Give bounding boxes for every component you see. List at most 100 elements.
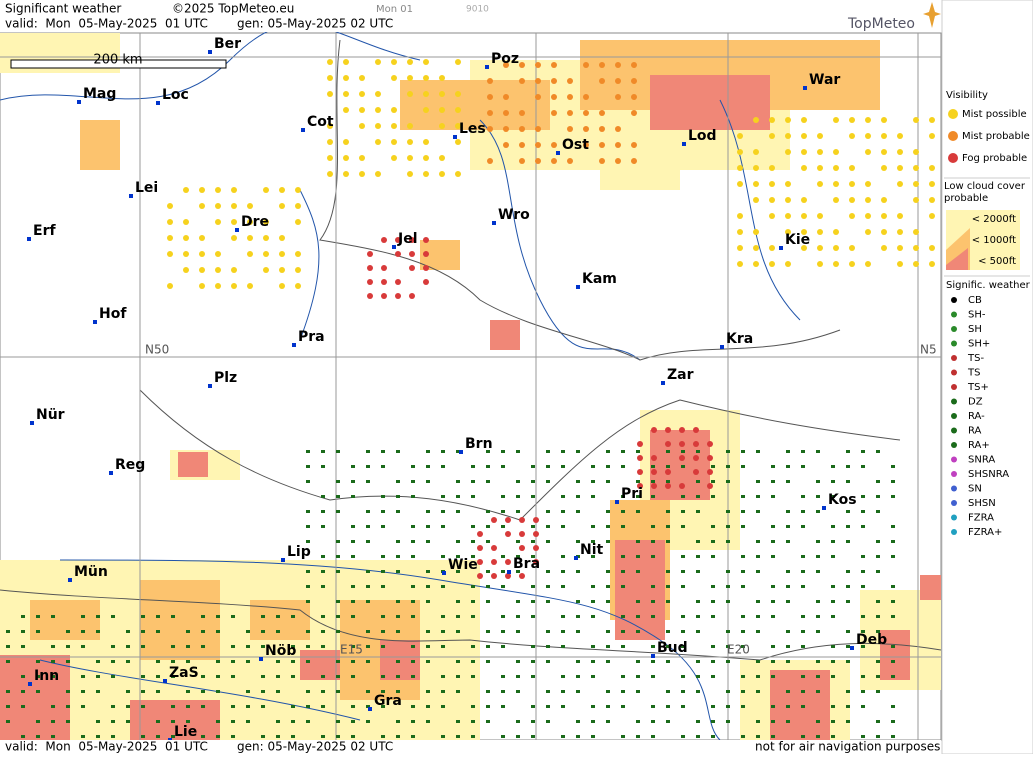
area	[650, 75, 770, 130]
symbol	[487, 110, 493, 116]
legend-item: TS	[967, 368, 980, 379]
drizzle-symbol	[516, 690, 520, 693]
drizzle-symbol	[771, 720, 775, 723]
drizzle-symbol	[36, 630, 40, 633]
drizzle-symbol	[21, 675, 25, 678]
drizzle-symbol	[291, 675, 295, 678]
river	[299, 189, 320, 341]
symbol	[849, 181, 855, 187]
drizzle-symbol	[681, 555, 685, 558]
symbol	[679, 455, 685, 461]
drizzle-symbol	[636, 615, 640, 618]
drizzle-symbol	[366, 480, 370, 483]
drizzle-symbol	[426, 525, 430, 528]
city-marker	[93, 320, 97, 324]
drizzle-symbol	[141, 735, 145, 738]
legend-item: RA-	[968, 411, 985, 422]
drizzle-symbol	[696, 660, 700, 663]
drizzle-symbol	[456, 675, 460, 678]
symbol	[769, 261, 775, 267]
city-label: Les	[459, 121, 486, 137]
symbol	[263, 219, 269, 225]
legend-item: SH	[968, 324, 982, 335]
symbol	[737, 229, 743, 235]
drizzle-symbol	[411, 540, 415, 543]
drizzle-symbol	[546, 570, 550, 573]
symbol	[505, 517, 511, 523]
symbol	[665, 469, 671, 475]
city-label: Nöb	[265, 643, 296, 659]
symbol	[375, 171, 381, 177]
symbol	[409, 293, 415, 299]
symbol	[199, 187, 205, 193]
symbol	[833, 197, 839, 203]
drizzle-symbol	[366, 690, 370, 693]
drizzle-symbol	[471, 705, 475, 708]
drizzle-symbol	[441, 705, 445, 708]
drizzle-symbol	[81, 630, 85, 633]
drizzle-symbol	[336, 630, 340, 633]
drizzle-symbol	[441, 510, 445, 513]
drizzle-symbol	[411, 645, 415, 648]
drizzle-symbol	[531, 735, 535, 738]
drizzle-symbol	[501, 450, 505, 453]
drizzle-symbol	[546, 630, 550, 633]
drizzle-symbol	[351, 585, 355, 588]
legend-item: SNRA	[968, 455, 995, 466]
drizzle-symbol	[741, 570, 745, 573]
drizzle-symbol	[441, 615, 445, 618]
drizzle-symbol	[336, 660, 340, 663]
symbol	[423, 59, 429, 65]
city-label: Wie	[448, 557, 478, 573]
drizzle-symbol	[621, 630, 625, 633]
drizzle-symbol	[846, 705, 850, 708]
drizzle-symbol	[621, 495, 625, 498]
city-marker	[682, 142, 686, 146]
drizzle-symbol	[426, 585, 430, 588]
drizzle-symbol	[66, 645, 70, 648]
drizzle-symbol	[516, 675, 520, 678]
drizzle-symbol	[546, 450, 550, 453]
drizzle-symbol	[831, 705, 835, 708]
symbol	[551, 78, 557, 84]
drizzle-symbol	[681, 585, 685, 588]
city-label: Wro	[498, 207, 530, 223]
drizzle-symbol	[621, 555, 625, 558]
drizzle-symbol	[36, 675, 40, 678]
drizzle-symbol	[876, 495, 880, 498]
drizzle-symbol	[711, 585, 715, 588]
drizzle-symbol	[756, 690, 760, 693]
drizzle-symbol	[696, 615, 700, 618]
drizzle-symbol	[366, 450, 370, 453]
drizzle-symbol	[861, 585, 865, 588]
legend-swatch	[951, 442, 957, 448]
symbol	[199, 203, 205, 209]
symbol	[199, 283, 205, 289]
drizzle-symbol	[636, 555, 640, 558]
drizzle-symbol	[456, 450, 460, 453]
drizzle-symbol	[471, 720, 475, 723]
drizzle-symbol	[366, 525, 370, 528]
drizzle-symbol	[606, 510, 610, 513]
city-marker	[368, 707, 372, 711]
drizzle-symbol	[846, 645, 850, 648]
drizzle-symbol	[306, 690, 310, 693]
drizzle-symbol	[756, 450, 760, 453]
drizzle-symbol	[591, 735, 595, 738]
drizzle-symbol	[321, 585, 325, 588]
drizzle-symbol	[516, 480, 520, 483]
symbol	[409, 265, 415, 271]
grid-label: N50	[145, 343, 169, 357]
grid-label: N5	[920, 343, 937, 357]
symbol	[491, 573, 497, 579]
drizzle-symbol	[306, 465, 310, 468]
symbol	[381, 265, 387, 271]
drizzle-symbol	[531, 615, 535, 618]
drizzle-symbol	[651, 480, 655, 483]
drizzle-symbol	[741, 735, 745, 738]
symbol	[263, 251, 269, 257]
symbol	[583, 126, 589, 132]
drizzle-symbol	[456, 630, 460, 633]
drizzle-symbol	[396, 600, 400, 603]
city-marker	[615, 500, 619, 504]
